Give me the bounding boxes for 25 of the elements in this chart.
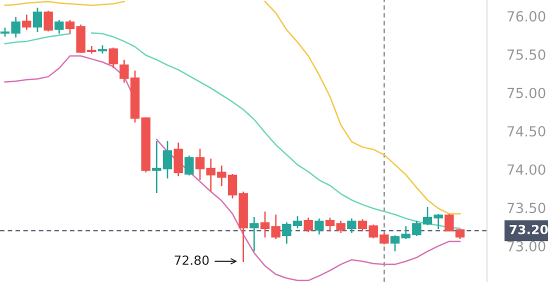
candlestick	[184, 156, 194, 176]
candlestick	[347, 218, 356, 233]
candlestick	[174, 142, 183, 176]
candlestick	[336, 220, 346, 233]
y-tick-label: 75.00	[508, 88, 546, 98]
candlestick	[325, 218, 335, 232]
y-tick-label: 73.50	[508, 202, 546, 214]
y-tick-label: 75.50	[508, 49, 546, 60]
y-tick-label: 73.00	[508, 240, 546, 252]
candlestick	[108, 48, 118, 68]
candlestick	[314, 218, 324, 234]
y-tick-label: 74.00	[508, 164, 546, 175]
candlestick	[434, 214, 443, 230]
ref-line-label: 73.20	[510, 224, 548, 234]
candlestick	[22, 14, 32, 30]
candlestick	[304, 218, 313, 232]
candlestick	[32, 8, 42, 32]
annotation: 72.80	[174, 255, 209, 265]
candlestick	[54, 20, 64, 34]
candlestick	[358, 219, 368, 232]
y-tick-label: 74.50	[508, 126, 546, 137]
candlestick	[390, 235, 400, 252]
candlestick	[44, 10, 53, 32]
candlestick	[250, 216, 259, 252]
y-tick-label: 76.00	[508, 11, 546, 22]
